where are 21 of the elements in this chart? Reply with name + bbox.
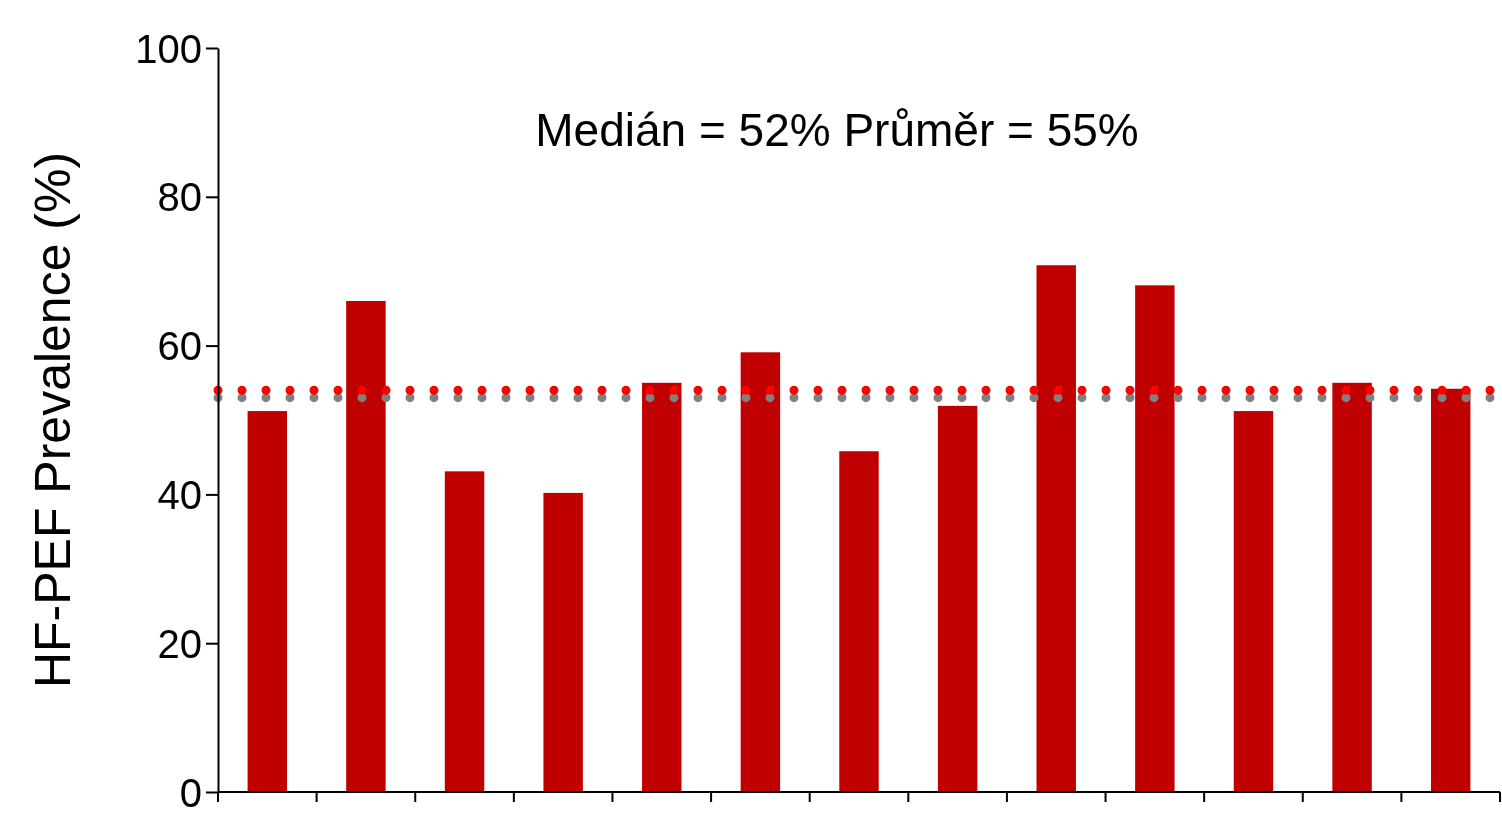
bar — [543, 492, 583, 792]
bar — [1430, 388, 1471, 792]
bar — [1332, 382, 1372, 792]
bar — [937, 405, 978, 792]
bar — [346, 300, 386, 792]
y-tick-label: 0 — [179, 770, 202, 815]
bar — [444, 471, 485, 792]
bar — [642, 382, 682, 792]
y-axis-title: HF-PEF Prevalence (%) — [25, 151, 81, 689]
annotation: Medián = 52% Průměr = 55% — [535, 104, 1139, 156]
y-tick-label: 100 — [135, 26, 202, 71]
y-tick-label: 40 — [157, 472, 202, 517]
y-tick-label: 60 — [157, 324, 202, 369]
bar — [1135, 285, 1175, 792]
y-tick-label: 80 — [157, 175, 202, 220]
y-tick-label: 20 — [157, 621, 202, 666]
bar — [1233, 411, 1274, 792]
bar — [247, 411, 288, 792]
bar — [839, 451, 879, 792]
bar — [1036, 265, 1076, 792]
bar — [740, 352, 781, 792]
